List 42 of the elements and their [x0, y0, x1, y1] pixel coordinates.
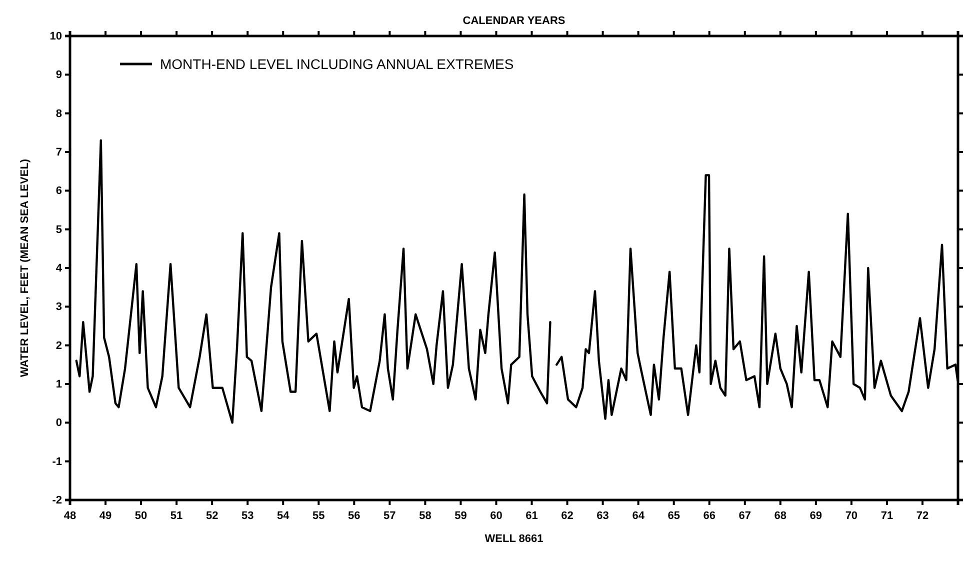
y-tick-label: 3 — [56, 301, 62, 314]
y-tick-label: 10 — [50, 30, 62, 43]
x-tick-label: 69 — [810, 510, 822, 522]
legend-label: MONTH-END LEVEL INCLUDING ANNUAL EXTREMES — [160, 56, 514, 72]
x-tick-label: 71 — [880, 510, 894, 522]
y-tick-label: 4 — [56, 262, 63, 275]
y-tick-label: 6 — [56, 185, 62, 198]
x-tick-label: 66 — [703, 510, 716, 522]
x-tick-label: 67 — [738, 510, 752, 522]
x-tick-label: 57 — [384, 510, 396, 522]
x-tick-label: 64 — [632, 510, 646, 522]
chart-title: CALENDAR YEARS — [462, 15, 566, 27]
x-tick-label: 54 — [276, 510, 290, 522]
y-tick-label: -2 — [52, 494, 62, 507]
x-tick-label: 49 — [99, 510, 112, 522]
x-tick-label: 53 — [241, 510, 254, 522]
y-tick-label: 7 — [56, 146, 62, 159]
y-tick-label: 5 — [56, 224, 62, 236]
x-tick-label: 63 — [596, 510, 609, 522]
y-tick-label: 9 — [56, 69, 62, 82]
x-tick-label: 72 — [916, 510, 929, 522]
x-tick-label: 48 — [64, 510, 76, 522]
x-tick-label: 61 — [526, 510, 538, 522]
y-tick-label: -1 — [52, 456, 62, 468]
x-tick-label: 51 — [170, 510, 183, 522]
x-tick-label: 65 — [668, 510, 680, 522]
x-tick-label: 50 — [134, 510, 148, 522]
x-tick-label: 55 — [312, 510, 325, 522]
x-axis-title: WELL 8661 — [484, 533, 544, 545]
x-tick-label: 62 — [561, 510, 574, 522]
x-tick-label: 56 — [348, 510, 360, 522]
x-tick-label: 60 — [490, 510, 502, 522]
y-axis-title: WATER LEVEL, FEET (MEAN SEA LEVEL) — [19, 158, 31, 378]
x-tick-label: 58 — [419, 510, 432, 522]
y-tick-label: 2 — [56, 340, 62, 352]
y-tick-label: 0 — [56, 417, 62, 430]
x-tick-label: 52 — [206, 510, 218, 522]
x-tick-label: 68 — [774, 510, 787, 522]
x-tick-label: 70 — [845, 510, 858, 522]
x-tick-label: 59 — [454, 510, 467, 522]
y-tick-label: 1 — [56, 378, 62, 391]
y-tick-label: 8 — [56, 108, 62, 120]
